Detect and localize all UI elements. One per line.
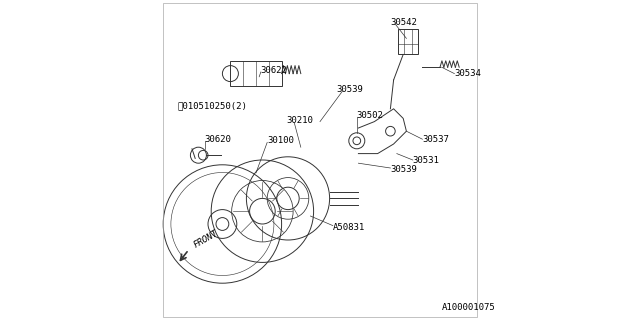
Text: Ⓑ010510250(2): Ⓑ010510250(2) [178,101,248,110]
Text: 30539: 30539 [336,85,363,94]
Text: 30620: 30620 [205,135,232,144]
Text: 30531: 30531 [413,156,440,164]
Text: FRONT: FRONT [192,229,220,250]
FancyBboxPatch shape [398,29,417,54]
Text: A100001075: A100001075 [442,303,495,312]
Text: 30100: 30100 [268,136,294,145]
Text: A50831: A50831 [333,223,365,232]
Text: 30537: 30537 [422,135,449,144]
Text: 30210: 30210 [287,116,313,124]
Text: 30622: 30622 [261,66,287,75]
Text: 30542: 30542 [390,18,417,27]
Text: 30539: 30539 [390,165,417,174]
Text: 30534: 30534 [454,69,481,78]
Text: 30502: 30502 [357,111,383,120]
FancyBboxPatch shape [230,61,282,86]
